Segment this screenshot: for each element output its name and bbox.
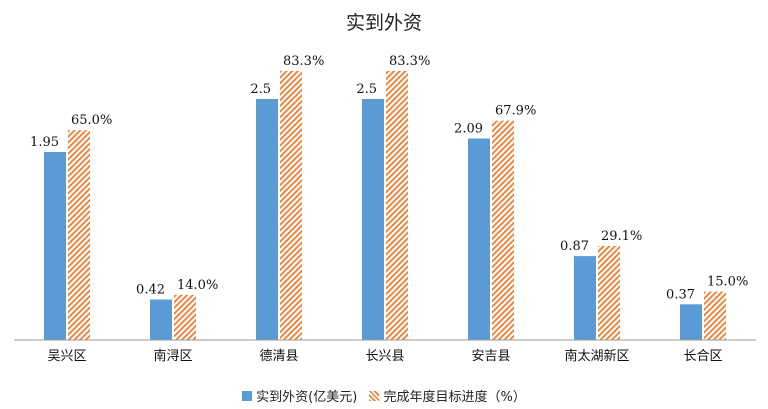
category-label-5: 南太湖新区 <box>564 348 629 364</box>
legend-label-target-progress: 完成年度目标进度（%） <box>383 390 526 405</box>
data-label-target-progress-5: 29.1% <box>601 229 642 244</box>
data-label-actual-fdi-0: 1.95 <box>30 135 59 150</box>
bar-target-progress-5 <box>598 246 620 340</box>
data-label-actual-fdi-4: 2.09 <box>454 122 483 137</box>
category-label-4: 安吉县 <box>471 349 510 364</box>
category-label-6: 长合区 <box>683 349 722 364</box>
data-label-target-progress-0: 65.0% <box>71 113 112 128</box>
bar-actual-fdi-3 <box>362 99 384 340</box>
chart-title: 实到外资 <box>345 12 422 34</box>
data-label-actual-fdi-6: 0.37 <box>666 287 695 302</box>
data-label-target-progress-3: 83.3% <box>389 54 430 69</box>
legend-label-actual-fdi: 实到外资(亿美元) <box>256 390 358 405</box>
bar-target-progress-6 <box>704 291 726 341</box>
bar-target-progress-4 <box>492 120 514 340</box>
category-label-2: 德清县 <box>259 349 298 364</box>
legend-swatch-actual-fdi <box>242 390 253 401</box>
data-label-target-progress-2: 83.3% <box>283 54 324 69</box>
bar-actual-fdi-6 <box>680 304 702 340</box>
bar-actual-fdi-2 <box>256 99 278 340</box>
bar-actual-fdi-5 <box>574 256 596 340</box>
bar-target-progress-3 <box>386 70 408 341</box>
legend-swatch-target-progress <box>369 390 380 401</box>
bar-actual-fdi-1 <box>150 299 172 340</box>
data-label-target-progress-6: 15.0% <box>707 275 748 290</box>
data-label-actual-fdi-3: 2.5 <box>356 82 377 97</box>
category-label-0: 吴兴区 <box>47 349 86 364</box>
data-label-actual-fdi-1: 0.42 <box>136 283 165 298</box>
category-label-3: 长兴县 <box>365 349 404 364</box>
data-label-target-progress-4: 67.9% <box>495 104 536 119</box>
bar-target-progress-2 <box>280 70 302 341</box>
bar-target-progress-1 <box>174 294 196 340</box>
data-label-actual-fdi-2: 2.5 <box>250 82 271 97</box>
bar-actual-fdi-0 <box>44 152 66 340</box>
bar-target-progress-0 <box>68 130 90 340</box>
legend-item-actual-fdi: 实到外资(亿美元) <box>242 386 357 405</box>
data-label-target-progress-1: 14.0% <box>177 278 218 293</box>
legend-item-target-progress: 完成年度目标进度（%） <box>369 386 526 405</box>
category-label-1: 南浔区 <box>153 348 192 364</box>
legend: 实到外资(亿美元) 完成年度目标进度（%） <box>0 386 768 405</box>
bar-actual-fdi-4 <box>468 138 490 340</box>
data-label-actual-fdi-5: 0.87 <box>560 239 589 254</box>
